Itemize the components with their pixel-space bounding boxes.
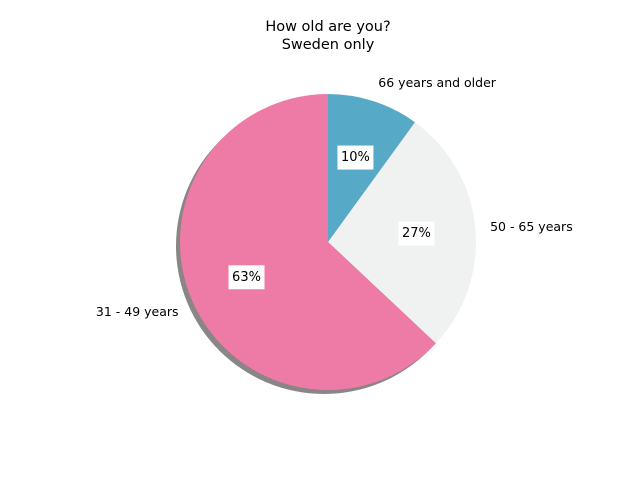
pct-label: 10% xyxy=(341,150,370,165)
slice-label: 31 - 49 years xyxy=(96,304,179,319)
chart-title: How old are you? xyxy=(265,19,390,35)
pct-label-box xyxy=(398,221,435,246)
pie-slice xyxy=(179,94,436,390)
slice-label: 50 - 65 years xyxy=(490,219,573,234)
pct-label-box xyxy=(228,265,265,290)
pct-label: 63% xyxy=(232,270,261,285)
pct-label: 27% xyxy=(402,226,431,241)
pct-label-box xyxy=(337,145,374,170)
slice-label: 66 years and older xyxy=(378,75,496,90)
pie-labels: 10% 66 years and older 27% 50 - 65 years 63%… xyxy=(96,75,573,319)
chart-subtitle: Sweden only xyxy=(282,37,375,53)
